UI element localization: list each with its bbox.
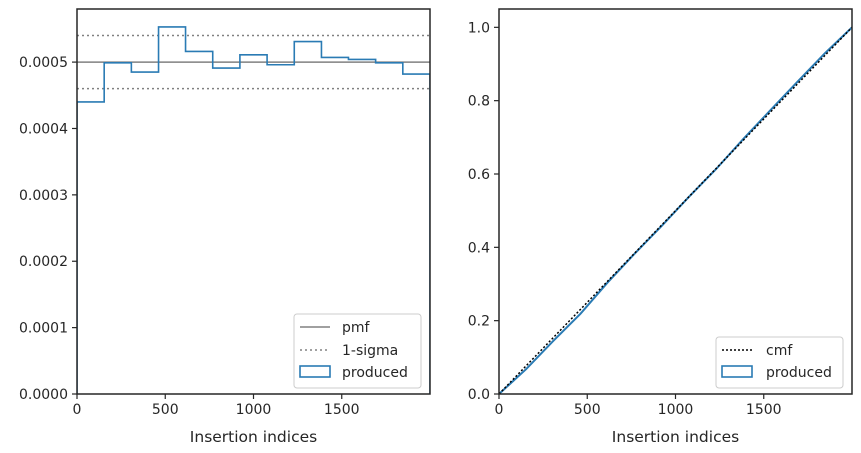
x-tick-label: 1000 [236,402,272,418]
y-tick-label: 1.0 [468,20,490,36]
legend-produced-swatch [721,365,753,378]
legend-frame [293,313,422,389]
y-tick-label: 0.0 [468,387,490,403]
x-tick-label: 1500 [324,402,360,418]
cmf-line [499,26,852,394]
legend-produced-label: produced [766,365,832,381]
y-tick-label: 0.0005 [19,55,68,71]
legend-cmf-label: cmf [766,343,793,359]
plot-area [77,26,430,394]
x-tick-label: 0 [495,402,504,418]
x-axis-label: Insertion indices [612,428,739,446]
left-chart-panel: 0 500 1000 1500 0.0000 0.0001 0.0002 0.0003 0.00… [19,8,431,446]
y-tick-label: 0.0004 [19,121,68,137]
produced-cdf-line [499,26,852,394]
legend-produced-swatch [299,365,331,378]
produced-histogram [77,26,430,394]
x-tick-label: 0 [73,402,82,418]
x-tick-label: 1000 [658,402,694,418]
x-axis-label: Insertion indices [190,428,317,446]
x-tick-label: 1500 [746,402,782,418]
legend-sigma-label: 1-sigma [342,343,398,359]
y-tick-label: 0.4 [468,240,490,256]
plot-area [499,26,852,394]
y-tick-label: 0.2 [468,314,490,330]
y-tick-label: 0.6 [468,167,490,183]
legend-pmf-label: pmf [342,320,371,336]
y-tick-label: 0.0002 [19,254,68,270]
x-tick-label: 500 [152,402,179,418]
y-tick-label: 0.0001 [19,321,68,337]
y-tick-label: 0.0003 [19,188,68,204]
right-chart-panel: 0 500 1000 1500 0.0 0.2 0.4 0.6 0.8 1.0 Insertion … [468,8,853,446]
x-tick-label: 500 [574,402,601,418]
y-tick-label: 0.0000 [19,387,68,403]
axes-frame [498,8,853,395]
y-tick-label: 0.8 [468,94,490,110]
legend: pmf 1-sigma produced [293,313,422,389]
legend-produced-label: produced [342,365,408,381]
legend: cmf produced [715,336,844,389]
